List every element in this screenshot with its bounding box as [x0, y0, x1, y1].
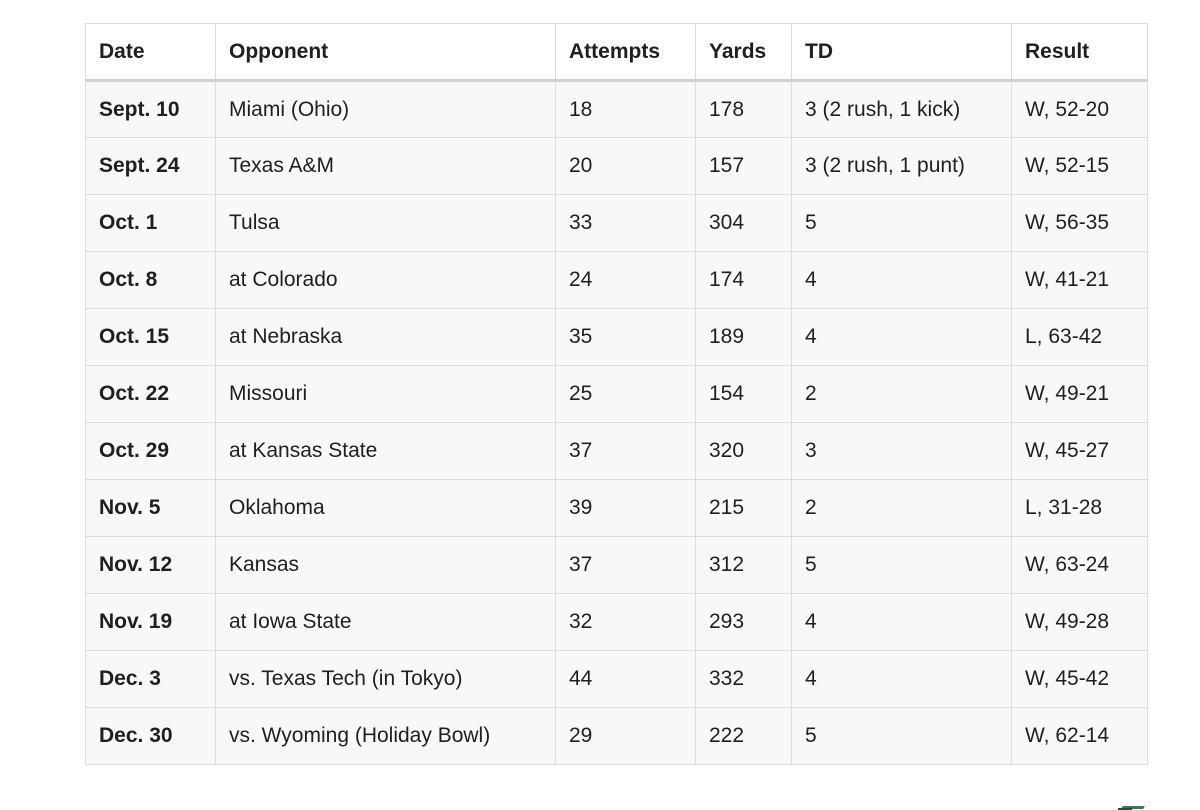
table-row: Oct. 22 Missouri 25 154 2 W, 49-21 — [85, 365, 1148, 423]
cell-yards: 189 — [695, 308, 792, 366]
cell-opponent: at Nebraska — [215, 308, 556, 366]
cell-yards: 222 — [695, 707, 792, 765]
cell-opponent: Oklahoma — [215, 479, 556, 537]
cell-result: W, 52-15 — [1011, 137, 1148, 195]
table-row: Sept. 10 Miami (Ohio) 18 178 3 (2 rush, 1 ki… — [85, 80, 1148, 138]
cell-date: Oct. 22 — [85, 365, 216, 423]
header-td: TD — [791, 23, 1012, 82]
cell-date: Nov. 5 — [85, 479, 216, 537]
cell-opponent: Kansas — [215, 536, 556, 594]
cell-attempts: 32 — [555, 593, 696, 651]
cell-date: Sept. 24 — [85, 137, 216, 195]
table-row: Nov. 12 Kansas 37 312 5 W, 63-24 — [85, 536, 1148, 594]
cell-result: W, 41-21 — [1011, 251, 1148, 309]
table-row: Nov. 19 at Iowa State 32 293 4 W, 49-28 — [85, 593, 1148, 651]
table-row: Dec. 3 vs. Texas Tech (in Tokyo) 44 332 4 W, … — [85, 650, 1148, 708]
cell-td: 3 (2 rush, 1 punt) — [791, 137, 1012, 195]
table-row: Oct. 8 at Colorado 24 174 4 W, 41-21 — [85, 251, 1148, 309]
cell-result: L, 31-28 — [1011, 479, 1148, 537]
cell-td: 2 — [791, 479, 1012, 537]
cell-yards: 312 — [695, 536, 792, 594]
cell-yards: 174 — [695, 251, 792, 309]
table-row: Oct. 29 at Kansas State 37 320 3 W, 45-27 — [85, 422, 1148, 480]
cell-attempts: 35 — [555, 308, 696, 366]
cell-opponent: Tulsa — [215, 194, 556, 252]
table-header: Date Opponent Attempts Yards TD Result — [85, 23, 1148, 82]
cell-attempts: 18 — [555, 80, 696, 138]
cell-date: Sept. 10 — [85, 80, 216, 138]
table-row: Dec. 30 vs. Wyoming (Holiday Bowl) 29 222 5 W… — [85, 707, 1148, 765]
cell-date: Oct. 8 — [85, 251, 216, 309]
cell-attempts: 33 — [555, 194, 696, 252]
cell-attempts: 37 — [555, 536, 696, 594]
cell-attempts: 20 — [555, 137, 696, 195]
cell-yards: 157 — [695, 137, 792, 195]
cell-date: Oct. 29 — [85, 422, 216, 480]
cell-td: 2 — [791, 365, 1012, 423]
game-log-table: Date Opponent Attempts Yards TD Result S… — [85, 23, 1148, 765]
table-row: Sept. 24 Texas A&M 20 157 3 (2 rush, 1 punt)… — [85, 137, 1148, 195]
table-row: Nov. 5 Oklahoma 39 215 2 L, 31-28 — [85, 479, 1148, 537]
cell-td: 3 — [791, 422, 1012, 480]
header-result: Result — [1011, 23, 1148, 82]
cell-td: 4 — [791, 650, 1012, 708]
header-opponent: Opponent — [215, 23, 556, 82]
table-row: Oct. 1 Tulsa 33 304 5 W, 56-35 — [85, 194, 1148, 252]
cell-attempts: 39 — [555, 479, 696, 537]
cell-td: 3 (2 rush, 1 kick) — [791, 80, 1012, 138]
cell-date: Dec. 3 — [85, 650, 216, 708]
header-row: Date Opponent Attempts Yards TD Result — [85, 23, 1148, 82]
cell-yards: 215 — [695, 479, 792, 537]
cell-date: Nov. 12 — [85, 536, 216, 594]
cell-result: W, 56-35 — [1011, 194, 1148, 252]
cell-td: 5 — [791, 707, 1012, 765]
cell-date: Oct. 1 — [85, 194, 216, 252]
cell-opponent: Missouri — [215, 365, 556, 423]
cell-yards: 154 — [695, 365, 792, 423]
cell-opponent: at Iowa State — [215, 593, 556, 651]
header-date: Date — [85, 23, 216, 82]
cell-date: Nov. 19 — [85, 593, 216, 651]
cell-opponent: vs. Wyoming (Holiday Bowl) — [215, 707, 556, 765]
cell-opponent: Miami (Ohio) — [215, 80, 556, 138]
cell-td: 5 — [791, 536, 1012, 594]
cell-td: 4 — [791, 308, 1012, 366]
cell-yards: 178 — [695, 80, 792, 138]
cell-td: 4 — [791, 251, 1012, 309]
header-attempts: Attempts — [555, 23, 696, 82]
cell-result: W, 45-42 — [1011, 650, 1148, 708]
cell-result: W, 63-24 — [1011, 536, 1148, 594]
cell-date: Oct. 15 — [85, 308, 216, 366]
cell-result: W, 62-14 — [1011, 707, 1148, 765]
cell-opponent: at Colorado — [215, 251, 556, 309]
cell-result: W, 49-21 — [1011, 365, 1148, 423]
partial-logo-icon — [1118, 803, 1148, 810]
cell-yards: 320 — [695, 422, 792, 480]
cell-opponent: vs. Texas Tech (in Tokyo) — [215, 650, 556, 708]
cell-attempts: 37 — [555, 422, 696, 480]
cell-yards: 293 — [695, 593, 792, 651]
cell-yards: 332 — [695, 650, 792, 708]
cell-result: L, 63-42 — [1011, 308, 1148, 366]
cell-td: 5 — [791, 194, 1012, 252]
cell-td: 4 — [791, 593, 1012, 651]
header-yards: Yards — [695, 23, 792, 82]
cell-opponent: at Kansas State — [215, 422, 556, 480]
cell-attempts: 29 — [555, 707, 696, 765]
cell-attempts: 25 — [555, 365, 696, 423]
cell-result: W, 49-28 — [1011, 593, 1148, 651]
cell-opponent: Texas A&M — [215, 137, 556, 195]
cell-result: W, 52-20 — [1011, 80, 1148, 138]
cell-result: W, 45-27 — [1011, 422, 1148, 480]
cell-date: Dec. 30 — [85, 707, 216, 765]
cell-yards: 304 — [695, 194, 792, 252]
table-row: Oct. 15 at Nebraska 35 189 4 L, 63-42 — [85, 308, 1148, 366]
cell-attempts: 44 — [555, 650, 696, 708]
cell-attempts: 24 — [555, 251, 696, 309]
table-body: Sept. 10 Miami (Ohio) 18 178 3 (2 rush, 1 ki… — [85, 80, 1148, 765]
